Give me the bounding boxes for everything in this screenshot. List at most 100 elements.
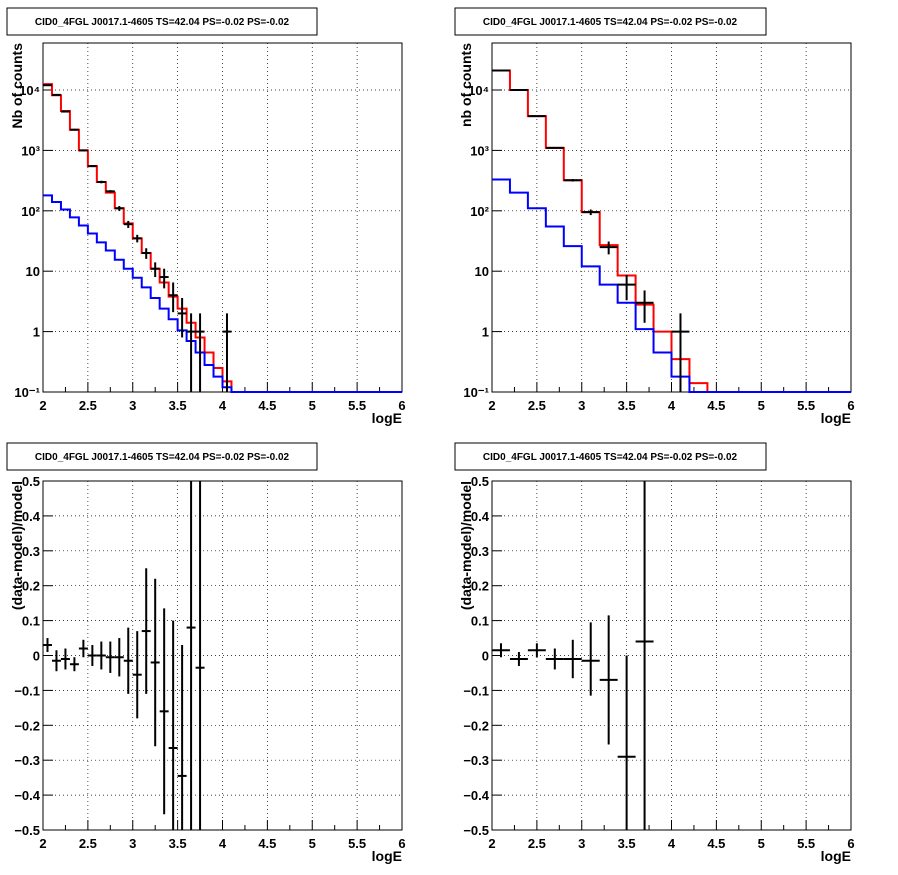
x-tick-label: 5 [758,836,765,851]
x-tick-label: 6 [847,836,854,851]
y-axis-label: Nb of counts [9,43,25,129]
data-point [563,639,582,679]
data-point [545,648,564,670]
data-point [141,248,151,259]
y-tick-label: 10³ [470,143,489,158]
x-tick-label: 2.5 [79,398,97,413]
title-box [454,7,767,36]
y-tick-label: −0.2 [463,718,489,733]
x-tick-label: 5 [309,398,316,413]
y-tick-label: 10² [21,204,40,219]
data-point [43,638,52,653]
chart-marks [492,481,654,830]
x-tick-label: 5 [758,398,765,413]
data-point [671,313,690,392]
data-point [123,627,133,694]
x-tick-label: 3.5 [169,836,187,851]
data-point [69,657,79,672]
y-tick-label: 1 [33,325,40,340]
y-tick-labels: −0.5 −0.4 −0.3 −0.2 −0.1 0 0.1 0.2 0.3 0… [14,474,40,838]
y-tick-label: 0.2 [22,579,40,594]
x-tick-label: 5.5 [797,836,815,851]
y-tick-label: 10⁻¹ [14,385,40,400]
x-tick-label: 5 [309,836,316,851]
source-model-line [43,194,402,393]
x-tick-label: 6 [847,398,854,413]
data-point [581,622,600,696]
y-tick-label: 0.2 [471,579,489,594]
panel-title: CID0_4FGL J0017.1-4605 TS=42.04 PS=-0.02… [483,452,738,463]
grid-lines [491,43,852,393]
x-tick-labels: 2 2.5 3 3.5 4 4.5 5 5.5 6 [488,836,854,851]
y-tick-label: 0.1 [471,614,489,629]
data-point [150,578,160,747]
y-tick-label: 0.4 [22,509,41,524]
y-tick-label: 10⁴ [19,83,40,98]
y-tick-label: −0.5 [14,823,40,838]
x-tick-label: 3 [578,398,585,413]
data-point [617,655,636,830]
y-tick-label: 0.4 [471,509,490,524]
data-point [599,241,618,255]
x-tick-label: 4.5 [258,398,276,413]
y-axis-label: (data-model)/model [9,481,25,610]
title-box [6,442,318,471]
y-tick-label: −0.4 [463,788,489,803]
y-tick-label: 10³ [21,143,40,158]
panel-resid-right: CID0_4FGL J0017.1-4605 TS=42.04 PS=-0.02… [454,442,855,864]
data-point [617,274,636,301]
x-tick-label: 3.5 [618,398,636,413]
data-point [60,110,70,113]
data-point [492,643,510,658]
data-point [186,481,196,830]
data-point [159,268,169,289]
source-model-line [492,178,851,393]
data-point [114,206,124,211]
y-tick-label: −0.5 [463,823,489,838]
x-tick-label: 2 [39,398,46,413]
data-point [563,179,582,182]
data-point [177,297,187,338]
y-axis-label: (data-model)/model [458,481,474,610]
panel-counts-left: CID0_4FGL J0017.1-4605 TS=42.04 PS=-0.02… [6,7,406,426]
grid-lines [491,480,852,831]
data-point [105,641,115,673]
x-tick-label: 4.5 [707,836,725,851]
data-point [599,615,618,745]
y-tick-label: −0.1 [14,683,40,698]
x-tick-label: 3 [578,836,585,851]
data-point [78,639,88,658]
x-tick-label: 5.5 [348,836,366,851]
y-tick-label: −0.1 [463,683,489,698]
y-tick-label: −0.3 [463,753,489,768]
data-point [78,149,88,152]
y-tick-label: 1 [482,325,489,340]
data-point [114,638,124,677]
panel-title: CID0_4FGL J0017.1-4605 TS=42.04 PS=-0.02… [35,17,290,28]
x-tick-label: 2.5 [528,398,546,413]
data-point [168,282,178,313]
data-point [132,234,142,243]
data-point [509,652,528,666]
y-tick-label: 0.3 [22,544,40,559]
data-point [69,128,79,131]
y-tick-label: 10 [475,264,489,279]
y-tick-labels: −0.5 −0.4 −0.3 −0.2 −0.1 0 0.1 0.2 0.3 0… [463,474,489,838]
data-point [527,115,546,118]
data-point [195,481,205,830]
data-point [150,262,160,278]
data-point [222,313,232,392]
y-tick-label: 0 [482,649,489,664]
x-tick-label: 2 [39,836,46,851]
data-point [195,313,205,392]
grid-lines [42,43,403,393]
data-point [141,568,151,694]
data-point [105,190,115,193]
y-tick-label: 10² [470,204,489,219]
y-tick-label: 0.5 [471,474,489,489]
x-tick-label: 2 [488,836,495,851]
data-point [96,641,106,670]
data-point [545,146,564,149]
x-tick-label: 2 [488,398,495,413]
x-axis-label: logE [821,410,851,426]
